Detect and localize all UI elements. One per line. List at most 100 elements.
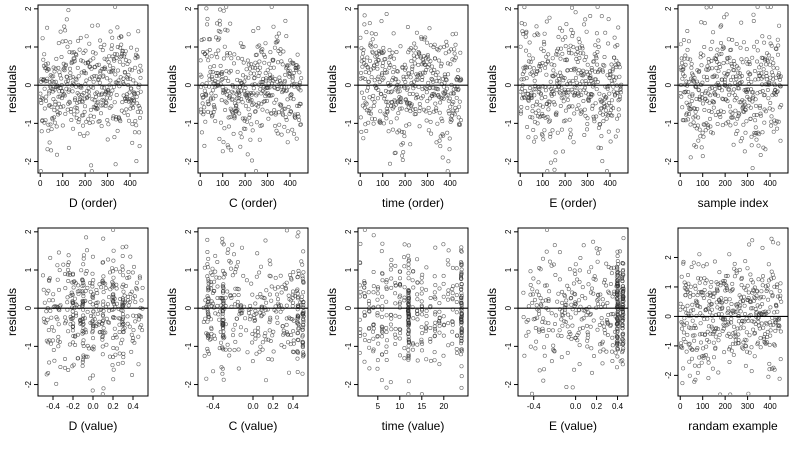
data-point <box>375 96 380 101</box>
data-point <box>577 343 582 348</box>
data-point <box>760 34 765 39</box>
x-tick-label: 300 <box>261 179 275 188</box>
data-point <box>620 326 625 331</box>
data-point <box>89 66 94 71</box>
data-point <box>397 276 402 281</box>
data-point <box>535 31 540 36</box>
y-tick-label: -1 <box>184 342 193 350</box>
data-point <box>222 126 227 131</box>
data-point <box>85 343 90 348</box>
data-point <box>259 91 264 96</box>
data-point <box>254 351 259 356</box>
data-point <box>255 295 260 300</box>
data-point <box>696 276 701 281</box>
data-point <box>137 130 142 135</box>
data-point <box>616 324 621 329</box>
data-point <box>613 134 618 139</box>
data-point <box>382 96 387 101</box>
data-point <box>433 296 438 301</box>
data-point <box>729 63 734 68</box>
data-point <box>39 169 43 172</box>
data-point <box>446 321 451 326</box>
data-point <box>559 312 564 317</box>
data-point <box>424 90 429 95</box>
data-point <box>140 328 145 333</box>
data-point <box>716 338 721 343</box>
data-point <box>689 308 694 313</box>
x-tick-label: 200 <box>718 402 732 411</box>
data-point <box>282 344 287 349</box>
data-point <box>740 345 745 350</box>
data-point <box>88 64 93 69</box>
data-point <box>446 343 451 348</box>
data-point <box>122 293 127 298</box>
data-point <box>218 309 223 314</box>
data-point <box>687 341 692 346</box>
data-point <box>419 275 424 280</box>
data-point <box>553 150 558 155</box>
data-point <box>116 68 121 73</box>
data-point <box>437 301 442 306</box>
data-point <box>459 336 464 341</box>
data-point <box>206 279 211 284</box>
x-tick-label: 100 <box>376 179 390 188</box>
data-point <box>685 56 690 61</box>
data-point <box>761 295 766 300</box>
data-point <box>66 253 71 258</box>
data-point <box>359 283 362 288</box>
data-point <box>728 334 733 339</box>
data-point <box>538 92 543 97</box>
data-point <box>393 301 398 306</box>
x-axis-label: E (value) <box>549 419 597 433</box>
data-point <box>102 65 107 70</box>
data-point <box>46 328 51 333</box>
data-point <box>531 317 536 322</box>
data-point <box>736 86 741 91</box>
data-point <box>112 315 117 320</box>
data-point <box>384 286 389 291</box>
data-point <box>452 112 457 117</box>
data-point <box>681 259 686 264</box>
y-tick-label: 2 <box>664 6 673 11</box>
data-point <box>243 103 248 108</box>
data-point <box>206 256 211 261</box>
data-point <box>96 62 101 67</box>
data-point <box>121 330 126 335</box>
data-point <box>415 297 420 302</box>
data-point <box>606 101 611 106</box>
data-point <box>530 104 535 109</box>
x-tick-label: 400 <box>603 179 617 188</box>
data-point <box>718 392 723 395</box>
data-point <box>50 298 55 303</box>
data-point <box>766 309 771 314</box>
data-point <box>362 229 367 232</box>
data-point <box>599 14 604 19</box>
data-point <box>205 335 210 340</box>
data-point <box>566 287 571 292</box>
y-tick-label: 2 <box>344 229 353 234</box>
y-axis-label: residuals <box>325 65 339 113</box>
data-point <box>239 97 244 102</box>
x-tick-label: 20 <box>439 402 448 411</box>
data-point <box>751 90 756 95</box>
data-point <box>689 356 694 361</box>
data-point <box>591 59 596 64</box>
data-point <box>210 69 215 74</box>
data-point <box>267 273 272 278</box>
data-point <box>588 76 593 81</box>
data-point <box>251 91 256 96</box>
data-point <box>247 317 252 322</box>
data-point <box>288 316 293 321</box>
data-point <box>717 300 722 305</box>
data-point <box>698 305 703 310</box>
data-point <box>278 303 283 308</box>
data-point <box>73 76 78 81</box>
data-point <box>589 346 594 351</box>
data-point <box>527 65 532 70</box>
data-point <box>393 335 398 340</box>
data-point <box>235 299 240 304</box>
data-point <box>201 37 206 42</box>
data-point <box>120 254 125 259</box>
data-point <box>595 80 600 85</box>
data-point <box>298 88 303 93</box>
